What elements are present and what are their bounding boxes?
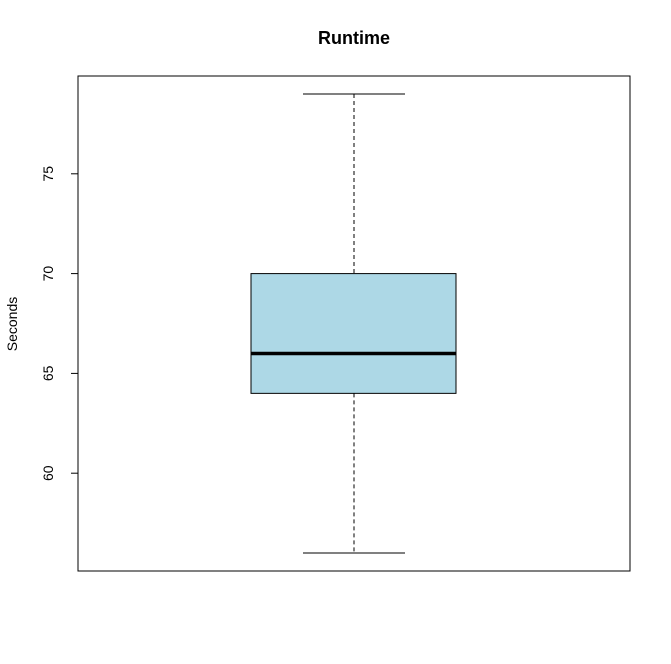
y-axis-label: Seconds (4, 297, 20, 351)
y-axis: 60 65 70 75 (40, 166, 79, 481)
y-tick-label: 65 (40, 365, 56, 381)
y-tick-label: 70 (40, 266, 56, 282)
y-tick-label: 60 (40, 465, 56, 481)
boxplot (250, 93, 457, 554)
chart-title: Runtime (318, 28, 390, 48)
iqr-box (250, 273, 457, 394)
y-tick-label: 75 (40, 166, 56, 182)
